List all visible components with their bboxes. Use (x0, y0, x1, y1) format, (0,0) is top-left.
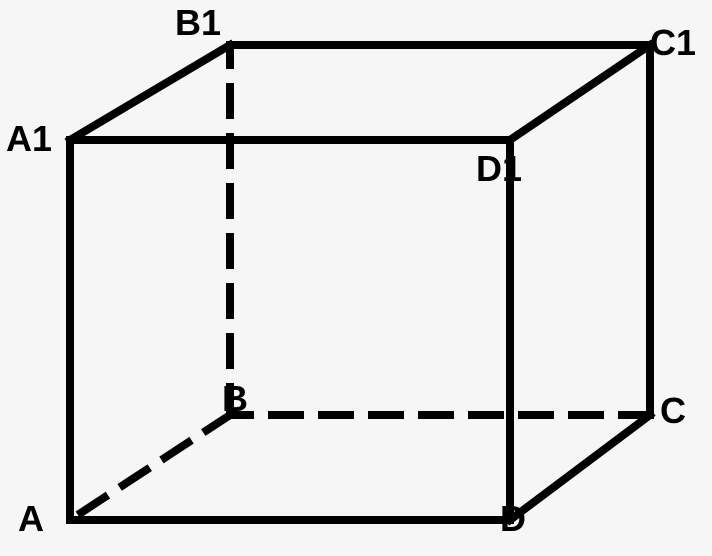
edge-D-C (510, 415, 650, 520)
vertex-label-C: C (660, 390, 686, 432)
vertex-label-D1: D1 (476, 148, 522, 190)
vertex-label-A: A (18, 498, 44, 540)
vertex-label-A1: A1 (6, 118, 52, 160)
parallelepiped-svg (0, 0, 712, 556)
edge-B-A (70, 415, 230, 520)
diagram-stage: A D B C A1 D1 B1 C1 (0, 0, 712, 556)
vertex-label-C1: C1 (650, 22, 696, 64)
edge-D1-C1 (510, 45, 650, 140)
vertex-label-B1: B1 (175, 2, 221, 44)
vertex-label-B: B (222, 378, 248, 420)
edge-B1-A1 (70, 45, 230, 140)
vertex-label-D: D (500, 498, 526, 540)
